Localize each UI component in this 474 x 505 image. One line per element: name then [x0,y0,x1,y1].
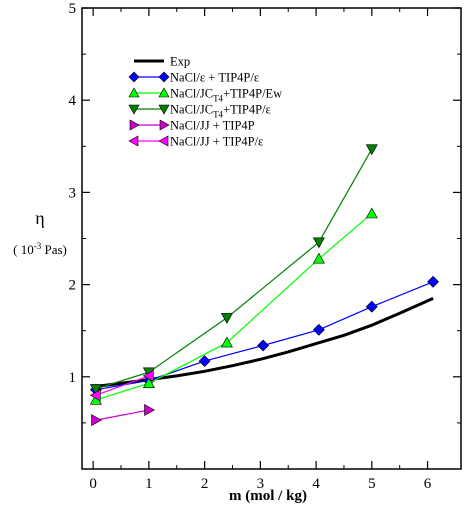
legend-marker [158,104,170,115]
legend-label-part: T4 [213,110,223,120]
data-point [312,323,325,336]
legend-marker [158,71,170,83]
data-point [257,339,270,352]
axis-ticks: 0 1 2 3 4 5 6 1 2 3 4 5 [69,1,461,492]
data-point [91,414,103,427]
x-tick-label: 5 [368,476,376,492]
series-1 [89,275,440,396]
y-axis-unit: ( 10-3 Pas) [13,241,67,257]
series-line [95,375,150,396]
y-tick-label: 4 [69,93,77,109]
series-line [95,409,150,421]
y-tick-label: 3 [69,185,77,201]
data-point [198,355,211,368]
series-layer [89,144,440,427]
data-point [312,237,325,249]
data-point [220,336,233,348]
data-point [89,384,102,395]
y-unit-rest: Pas) [41,242,67,257]
legend-marker [128,71,140,83]
y-tick-label: 5 [69,1,77,17]
y-axis-title: η [35,208,44,228]
series-line [95,213,373,401]
data-point [312,252,325,264]
legend-marker [129,119,140,131]
x-tick-label: 4 [312,476,320,492]
x-tick-label: 1 [145,476,153,492]
legend-label-part: T4 [213,94,223,104]
legend-label-part: NaCl/JJ + TIP4P [170,119,255,133]
legend-label: NaCl/JCT4+TIP4P/ε [170,103,271,120]
data-point [427,275,440,288]
y-unit-exp: -3 [34,241,42,251]
data-point [89,389,101,402]
legend-label-part: +TIP4P/Ew [223,87,282,101]
legend-label-part: NaCl/JC [170,87,213,101]
x-tick-label: 0 [89,476,97,492]
data-point [144,403,156,417]
data-point [365,300,378,313]
legend-label: NaCl/JJ + TIP4P [170,119,255,133]
legend-marker [158,87,170,98]
legend-label-part: NaCl/JJ + TIP4P/ε [170,135,263,149]
series-2 [89,207,378,405]
data-point [142,369,154,382]
legend-label: NaCl/JJ + TIP4P/ε [170,135,263,149]
x-tick-label: 2 [201,476,209,492]
y-tick-label: 2 [69,278,77,294]
data-point [142,377,155,389]
legend-marker [159,119,170,131]
legend-label-part: NaCl/ε + TIP4P/ε [170,71,259,85]
legend-marker [128,135,139,147]
y-unit-base: ( 10 [13,242,34,257]
data-point [365,207,378,219]
legend-marker [128,104,140,115]
legend-marker [128,87,140,98]
series-4 [91,403,156,427]
x-tick-label: 3 [257,476,265,492]
series-3 [89,144,378,395]
legend-label: NaCl/JCT4+TIP4P/Ew [170,87,282,104]
y-tick-label: 1 [69,370,77,386]
legend-label: Exp [170,55,190,69]
legend-label: NaCl/ε + TIP4P/ε [170,71,259,85]
data-point [220,313,233,324]
series-5 [89,369,154,402]
legend-label-part: +TIP4P/ε [223,103,271,117]
data-point [365,144,378,156]
x-axis-title: m (mol / kg) [229,488,307,504]
legend-label-part: Exp [170,55,190,69]
legend-marker [158,135,169,147]
legend-label-part: NaCl/JC [170,103,213,117]
x-tick-label: 6 [424,476,432,492]
